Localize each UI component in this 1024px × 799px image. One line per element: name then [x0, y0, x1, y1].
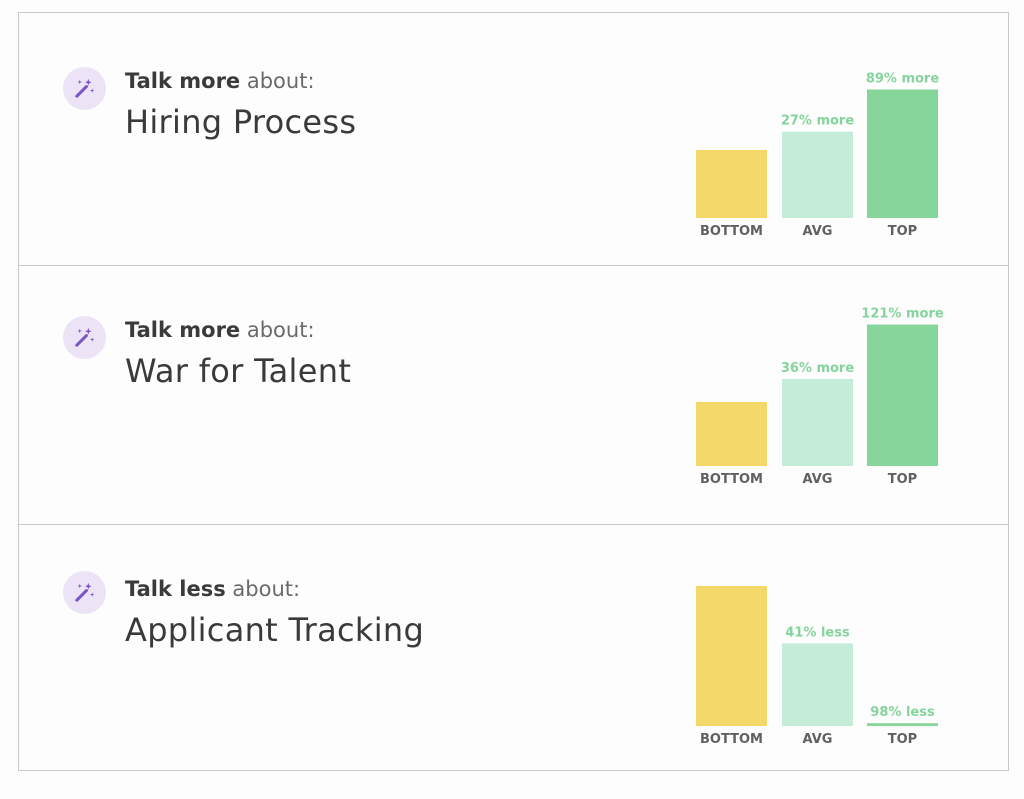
headline-suffix: about:: [240, 69, 315, 93]
insight-cards: Talk more about: Hiring Process BOTTOM AV…: [18, 12, 1009, 771]
headline-action: Talk less: [125, 577, 226, 601]
headline: Talk more about:: [125, 318, 315, 342]
category-label-top: TOP: [888, 224, 917, 239]
category-label-avg: AVG: [803, 224, 833, 239]
data-label-avg: 27% more: [781, 114, 855, 129]
insight-card-hiring-process: Talk more about: Hiring Process BOTTOM AV…: [19, 13, 1008, 266]
data-label-top: 89% more: [866, 71, 940, 86]
comparison-bar-chart: BOTTOM AVG 27% more TOP 89% more: [696, 71, 940, 239]
data-label-avg: 36% more: [781, 361, 855, 376]
data-label-avg: 41% less: [785, 625, 850, 640]
category-label-avg: AVG: [803, 472, 833, 487]
headline-suffix: about:: [225, 577, 301, 601]
category-label-bottom: BOTTOM: [700, 732, 763, 747]
headline-action: Talk more: [125, 318, 241, 342]
bar-bottom: [696, 402, 767, 466]
magic-wand-icon: [63, 316, 106, 359]
headline: Talk less about:: [125, 577, 300, 601]
bar-top: [867, 89, 938, 218]
topic-title: War for Talent: [125, 352, 352, 390]
insight-card-applicant-tracking: Talk less about: Applicant Tracking BOTT…: [19, 525, 1008, 770]
category-label-top: TOP: [888, 472, 917, 487]
magic-wand-icon: [63, 67, 106, 110]
topic-title: Applicant Tracking: [125, 611, 425, 649]
bar-bottom: [696, 150, 767, 218]
insight-card-war-for-talent: Talk more about: War for Talent BOTTOM AV…: [19, 266, 1008, 525]
headline: Talk more about:: [125, 69, 315, 93]
category-label-bottom: BOTTOM: [700, 224, 763, 239]
bar-top: [867, 723, 938, 726]
topic-title: Hiring Process: [125, 103, 357, 141]
bar-avg: [782, 643, 853, 726]
category-label-bottom: BOTTOM: [700, 472, 763, 487]
comparison-bar-chart: BOTTOM AVG 41% less TOP 98% less: [696, 586, 938, 747]
bar-avg: [782, 378, 853, 466]
data-label-top: 121% more: [861, 307, 944, 322]
comparison-bar-chart: BOTTOM AVG 36% more TOP 121% more: [696, 307, 944, 487]
headline-suffix: about:: [240, 318, 315, 342]
category-label-avg: AVG: [803, 732, 833, 747]
magic-wand-icon: [63, 571, 106, 614]
bar-bottom: [696, 586, 767, 726]
category-label-top: TOP: [888, 732, 917, 747]
headline-action: Talk more: [125, 69, 241, 93]
bar-avg: [782, 131, 853, 218]
bar-top: [867, 324, 938, 466]
data-label-top: 98% less: [870, 705, 935, 720]
